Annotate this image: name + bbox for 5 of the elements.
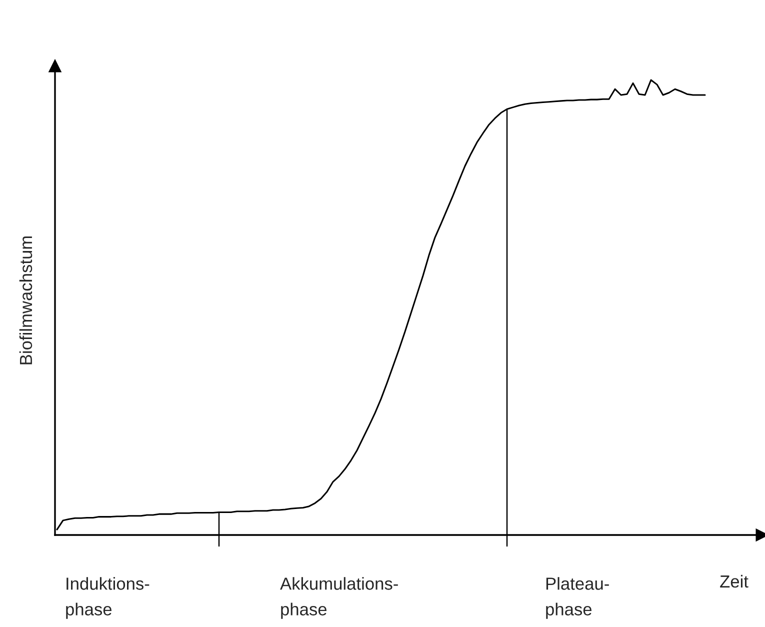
text: Plateau- phase bbox=[546, 577, 609, 619]
y-axis-title: Biofilmwachstum bbox=[19, 236, 32, 364]
x-axis-title: Zeit bbox=[720, 574, 748, 588]
text: Akkumulations- phase bbox=[280, 577, 398, 619]
text: Induktions- phase bbox=[66, 577, 150, 619]
